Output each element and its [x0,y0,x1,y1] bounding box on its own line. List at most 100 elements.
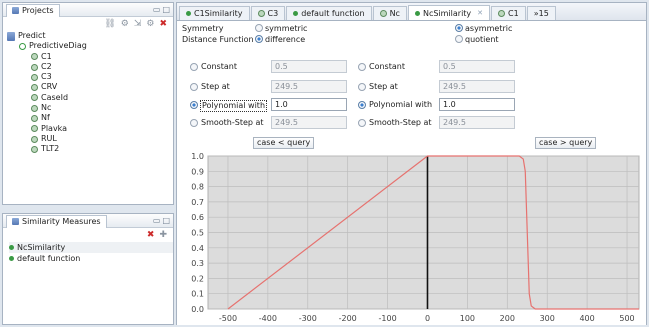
left-smoothstep-label: Smooth-Step at [201,118,264,127]
editor-tab[interactable]: C1Similarity [179,6,250,20]
tree-attribute-label: C2 [41,61,52,71]
tree-attribute-label: CRV [41,82,58,92]
left-smoothstep-radio[interactable] [190,119,198,127]
attribute-icon [31,145,38,153]
left-polynomial-radio[interactable] [190,101,198,109]
tree-attribute-item[interactable]: C3 [31,72,173,82]
left-constant-field[interactable]: 0.5 [271,60,347,73]
attribute-icon [31,115,38,123]
symmetric-label: symmetric [265,24,308,33]
similarity-measure-item[interactable]: NcSimilarity [9,242,173,253]
asymmetric-radio[interactable]: asymmetric [455,24,512,33]
projects-toolbar: ⛓ ⚙ ⇲ ⚙ ✖ [3,17,173,31]
editor-tab[interactable]: default function [286,6,372,20]
right-polynomial-field[interactable]: 1.0 [439,98,515,111]
right-constant-radio[interactable] [358,63,366,71]
attribute-icon [31,63,38,71]
similarity-list: NcSimilarity default function [3,242,173,264]
link-icon[interactable]: ⛓ [104,19,116,29]
y-tick-label: 0.5 [191,229,204,238]
right-step-field[interactable]: 249.5 [439,80,515,93]
editor-tab[interactable]: »15 [526,6,556,20]
projects-icon [12,7,19,14]
editor-tab[interactable]: C3 [250,6,286,20]
tree-attribute-item[interactable]: CaseId [31,93,173,103]
tree-config[interactable]: PredictiveDiag [7,41,173,51]
x-tick-label: -200 [339,314,357,323]
projects-tab[interactable]: Projects [6,3,60,17]
similarity-title: Similarity Measures [22,217,101,226]
editor-tab[interactable]: Nc [372,6,407,20]
tree-attribute-label: C3 [41,72,52,82]
similarity-panel-header: Similarity Measures ▭ □ [3,214,173,228]
quotient-radio[interactable]: quotient [455,35,499,44]
tree-attribute-item[interactable]: CRV [31,82,173,92]
delete-icon[interactable]: ✖ [159,19,167,29]
maximize-icon[interactable]: □ [162,216,170,225]
green-dot-icon [9,245,14,250]
projects-panel: Projects ▭ □ ⛓ ⚙ ⇲ ⚙ ✖ Predict Predictiv… [2,2,174,205]
difference-radio[interactable]: difference [255,35,305,44]
delete-icon[interactable]: ✖ [146,230,155,240]
left-step-radio[interactable] [190,83,198,91]
x-tick-label: -400 [259,314,277,323]
editor-tab-label: default function [301,9,365,18]
similarity-measure-item[interactable]: default function [9,253,173,264]
tree-attribute-item[interactable]: Nf [31,113,173,123]
right-step-radio[interactable] [358,83,366,91]
right-step-label: Step at [369,82,398,91]
new-config-icon[interactable]: ⚙ [120,19,129,29]
similarity-chart-svg: -500 -400 -300 -200 -100 0 100 200 300 400 500 0.0 0… [191,152,640,323]
tree-attribute-item[interactable]: C2 [31,62,173,72]
editor-tabs: C1Similarity C3 default function Nc NcSimila… [177,3,646,21]
left-polynomial-label: Polynomial with [200,100,268,112]
editor-tab-label: C3 [267,9,279,18]
left-step-label: Step at [201,82,230,91]
editor-tab[interactable]: C1 [491,6,526,20]
right-polynomial-radio[interactable] [358,101,366,109]
attribute-icon [257,10,265,17]
left-smoothstep-field[interactable]: 249.5 [271,116,347,129]
similarity-tab[interactable]: Similarity Measures [6,214,107,228]
minimize-icon[interactable]: ▭ [152,216,161,225]
similarity-window-controls: ▭ □ [153,216,170,225]
y-tick-label: 0.1 [191,290,204,299]
right-smoothstep-field[interactable]: 249.5 [439,116,515,129]
left-step-field[interactable]: 249.5 [271,80,347,93]
left-constant-radio[interactable] [190,63,198,71]
attribute-icon [31,73,38,81]
tree-attribute-item[interactable]: Plavka [31,124,173,134]
x-tick-label: 400 [579,314,594,323]
similarity-measure-label: default function [17,254,81,263]
maximize-icon[interactable]: □ [162,5,170,14]
tree-attribute-item[interactable]: C1 [31,52,173,62]
distance-function-label: Distance Function [182,35,254,44]
right-constant-label: Constant [369,62,405,71]
y-tick-label: 0.3 [191,259,204,268]
case-less-query-button[interactable]: case < query [253,137,315,149]
right-smoothstep-radio[interactable] [358,119,366,127]
import-icon[interactable]: ⇲ [133,19,142,29]
right-constant-field[interactable]: 0.5 [439,60,515,73]
editor-tab[interactable]: NcSimilarity ✕ [407,5,491,20]
projects-window-controls: ▭ □ [153,5,170,14]
editor-tab-label: »15 [533,9,549,18]
add-icon[interactable]: ✚ [159,230,167,240]
tree-config-label: PredictiveDiag [29,41,87,51]
case-greater-query-button[interactable]: case > query [535,137,597,149]
projects-title: Projects [22,6,54,15]
tree-attribute-item[interactable]: Nc [31,103,173,113]
tree-root[interactable]: Predict [7,31,173,41]
similarity-chart: -500 -400 -300 -200 -100 0 100 200 300 400 500 0.0 0… [177,149,646,325]
minimize-icon[interactable]: ▭ [152,5,161,14]
y-tick-label: 0.8 [191,183,204,192]
symmetric-radio[interactable]: symmetric [255,24,307,33]
tree-attribute-item[interactable]: RUL [31,134,173,144]
similarity-editor: C1Similarity C3 default function Nc NcSimila… [176,2,647,325]
close-tab-icon[interactable]: ✕ [477,9,484,17]
export-icon[interactable]: ⚙ [146,19,155,29]
tree-attributes: C1 C2 C3 CRV CaseId Nc Nf Plavka RUL TLT2 [7,52,173,155]
tree-attribute-item[interactable]: TLT2 [31,144,173,154]
x-tick-label: 100 [460,314,475,323]
left-polynomial-field[interactable]: 1.0 [271,98,347,111]
